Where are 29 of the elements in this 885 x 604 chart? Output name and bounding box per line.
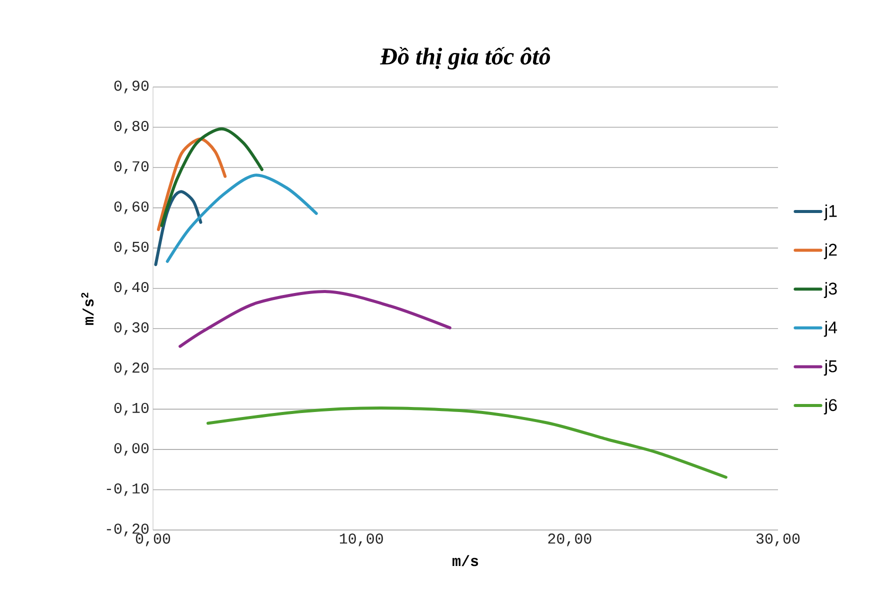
y-tick-label: 0,40 — [114, 282, 149, 295]
y-tick-label: 0,90 — [114, 80, 149, 94]
line-series — [156, 137, 227, 232]
x-tick-label: 20,00 — [548, 534, 592, 546]
chart-title: Đồ thị gia tốc ôtô — [380, 46, 550, 70]
y-tick-label: -0,10 — [106, 483, 149, 496]
legend-label: j2 — [824, 243, 837, 260]
legend-label: j6 — [824, 398, 837, 414]
x-tick-label: 30,00 — [756, 534, 800, 546]
line-series — [178, 290, 452, 348]
line-series — [166, 174, 318, 263]
legend-label: j3 — [824, 282, 837, 298]
line-series — [206, 406, 728, 479]
y-tick-label: 0,30 — [114, 322, 149, 335]
y-axis-title: m/s$^{2}$ — [81, 292, 94, 325]
y-tick-label: 0,80 — [114, 120, 149, 134]
legend-label: j1 — [824, 204, 837, 220]
legend-label: j5 — [824, 360, 837, 376]
y-tick-label: 0,60 — [114, 201, 149, 214]
x-tick-label: 10,00 — [340, 534, 383, 546]
line-series — [160, 127, 264, 228]
y-tick-label: 0,20 — [114, 362, 149, 376]
y-tick-label: 0,70 — [114, 161, 149, 174]
line-series — [154, 190, 202, 266]
y-tick-label: 0,10 — [114, 402, 149, 416]
y-tick-label: 0,00 — [114, 443, 149, 456]
legend-label: j4 — [824, 320, 838, 337]
y-tick-label: 0,50 — [114, 242, 149, 254]
x-axis-title: m/s — [452, 555, 478, 566]
